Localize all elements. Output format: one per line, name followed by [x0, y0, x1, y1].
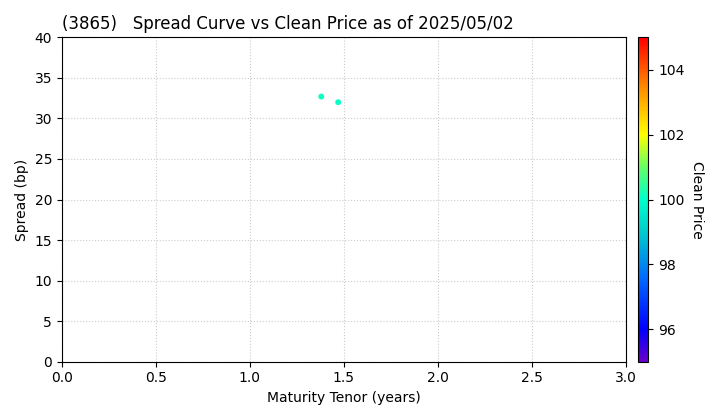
- Y-axis label: Spread (bp): Spread (bp): [15, 158, 29, 241]
- Y-axis label: Clean Price: Clean Price: [690, 161, 704, 239]
- X-axis label: Maturity Tenor (years): Maturity Tenor (years): [267, 391, 420, 405]
- Point: [333, 99, 344, 105]
- Text: (3865)   Spread Curve vs Clean Price as of 2025/05/02: (3865) Spread Curve vs Clean Price as of…: [62, 15, 513, 33]
- Point: [315, 93, 327, 100]
